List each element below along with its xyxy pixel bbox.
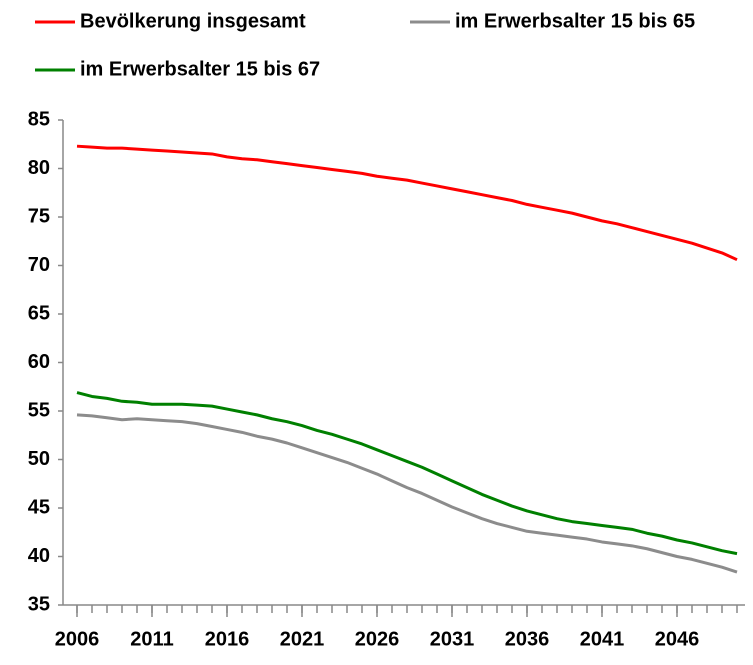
x-tick-label: 2006: [55, 628, 100, 650]
x-tick-label: 2021: [280, 628, 325, 650]
x-tick-label: 2026: [355, 628, 400, 650]
y-tick-label: 75: [28, 205, 50, 227]
y-tick-label: 80: [28, 157, 50, 179]
y-tick-label: 35: [28, 593, 50, 615]
legend-label: im Erwerbsalter 15 bis 65: [455, 10, 695, 32]
y-tick-label: 45: [28, 496, 50, 518]
x-tick-label: 2036: [505, 628, 550, 650]
series-line: [76, 144, 738, 262]
series-line: [76, 391, 738, 556]
y-tick-label: 65: [28, 302, 50, 324]
y-tick-label: 55: [28, 399, 50, 421]
y-tick-label: 60: [28, 351, 50, 373]
legend-label: im Erwerbsalter 15 bis 67: [80, 58, 320, 80]
x-tick-label: 2031: [430, 628, 475, 650]
x-tick-label: 2016: [205, 628, 250, 650]
x-tick-label: 2046: [655, 628, 700, 650]
x-tick-label: 2041: [580, 628, 625, 650]
x-tick-label: 2011: [130, 628, 173, 650]
y-tick-label: 70: [28, 254, 50, 276]
y-tick-label: 40: [28, 545, 50, 567]
y-tick-label: 50: [28, 448, 50, 470]
series-line: [76, 413, 738, 574]
legend-label: Bevölkerung insgesamt: [80, 10, 306, 32]
y-tick-label: 85: [28, 108, 50, 130]
